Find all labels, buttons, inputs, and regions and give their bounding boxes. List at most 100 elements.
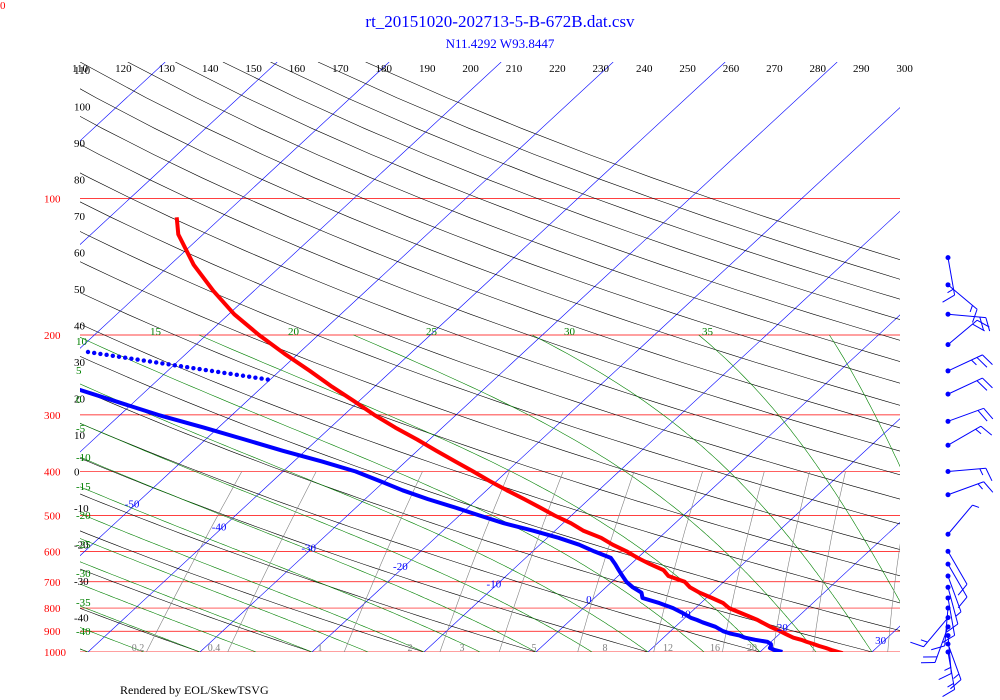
wind-barb-flag (955, 611, 962, 617)
wind-barb-staff (947, 407, 984, 422)
dry-adiabat-label: 20 (74, 394, 86, 406)
mixing-ratio-line (887, 543, 900, 652)
wind-barb-flag (969, 305, 973, 313)
top-scale-tick-label: 130 (159, 63, 176, 75)
top-scale-tick-label: 210 (506, 63, 523, 75)
pressure-tick-label: 600 (44, 546, 61, 558)
wind-barb-flag (985, 317, 991, 332)
dry-adiabat-line (80, 115, 900, 429)
isotherm-label: -50 (125, 498, 140, 510)
mixing-ratio-label: 20 (747, 643, 757, 654)
moist-adiabat-label: -35 (76, 597, 91, 609)
moist-adiabat-label: 0 (76, 394, 82, 406)
wind-barb-staff (947, 354, 983, 372)
wind-barb-staff (947, 575, 962, 612)
pressure-tick-label: 200 (44, 330, 61, 342)
pressure-tick-label: 100 (44, 194, 61, 206)
dewpoint-extension-dot (147, 359, 153, 364)
wind-barb-staff (947, 257, 956, 296)
dry-adiabat-line (80, 62, 900, 384)
mixing-ratio-line (812, 471, 846, 652)
wind-barb-flag (942, 688, 955, 698)
mixing-ratio-line (577, 471, 635, 652)
wind-barb (945, 481, 994, 498)
wind-barb-flag (979, 316, 985, 331)
wind-barb-flag (976, 357, 988, 368)
dry-adiabat-label: 60 (74, 248, 86, 260)
pressure-tick-label: 900 (44, 626, 61, 638)
wind-barb-flag (979, 468, 984, 476)
moist-adiabat-line (80, 538, 369, 652)
moist-adiabat-line (80, 486, 481, 652)
mixing-ratio-label: 1 (318, 643, 323, 654)
wind-barb-flag (953, 673, 960, 679)
wind-barb (945, 548, 968, 596)
wind-barb-staff (947, 313, 986, 319)
moist-adiabat-label: 35 (702, 326, 714, 338)
dry-adiabat-line (80, 172, 900, 476)
dewpoint-extension-dot (129, 356, 134, 361)
isotherm-line (871, 625, 900, 652)
dewpoint-extension-dot (228, 371, 233, 377)
dry-adiabat-line (80, 231, 900, 525)
moist-adiabat-line (698, 334, 900, 603)
moist-adiabat-line (80, 422, 593, 652)
dry-adiabat-line (80, 457, 649, 652)
dewpoint-extension-dot (141, 358, 146, 363)
wind-barb (942, 595, 956, 643)
top-scale-tick-label: 290 (853, 63, 870, 75)
dewpoint-extension-dot (135, 357, 140, 362)
isotherm-line (199, 62, 838, 652)
top-scale-tick-label: 180 (376, 63, 393, 75)
dewpoint-extension-dot (185, 365, 190, 370)
mixing-ratio-label: 12 (663, 643, 673, 654)
mixing-ratio-label: 0.4 (208, 643, 221, 654)
wind-barb-flag (977, 483, 983, 490)
moist-adiabat-label: 20 (288, 326, 300, 338)
mixing-ratio-label: 16 (710, 643, 720, 654)
dry-adiabat-line (127, 62, 900, 362)
isotherm-line (80, 62, 502, 453)
dry-adiabat-label: 40 (74, 321, 86, 333)
isotherm-label: 30 (875, 635, 887, 647)
wind-barb-staff (947, 481, 984, 496)
dry-adiabat-label: -20 (74, 540, 89, 552)
isotherm-label: 0 (586, 594, 592, 606)
wind-barb-flag (976, 319, 990, 328)
wind-barb-flag (976, 380, 988, 391)
wind-barb-staff (947, 319, 978, 346)
dry-adiabat-label: 30 (74, 357, 86, 369)
wind-barb-flag (983, 481, 994, 493)
wind-barb-flag (942, 294, 955, 303)
wind-barb-flag (983, 408, 994, 420)
moist-adiabat-label: -40 (76, 626, 91, 638)
wind-barb (945, 354, 993, 374)
wind-barb-staff (923, 617, 949, 648)
wind-barb-flag (971, 359, 977, 366)
dry-adiabat-line (80, 323, 900, 604)
dry-adiabat-label: 10 (74, 430, 86, 442)
mixing-ratio-label: 0.2 (132, 643, 145, 654)
wind-barb-flag (980, 425, 993, 436)
pressure-tick-label: 1000 (44, 647, 67, 659)
moist-adiabat-line (353, 334, 817, 652)
wind-barb-flag (931, 645, 945, 651)
dewpoint-extension-dot (216, 369, 221, 375)
dewpoint-extension-dot (222, 370, 227, 376)
moist-adiabat-line (198, 334, 761, 652)
isotherm-line (80, 62, 390, 349)
top-scale-tick-label: 140 (202, 63, 219, 75)
isotherm-label: -40 (212, 522, 227, 534)
dewpoint-extension-dot (259, 376, 264, 381)
dry-adiabat-label: 50 (74, 284, 86, 296)
wind-barb (910, 615, 951, 648)
top-scale-tick-label: 150 (245, 63, 262, 75)
dewpoint-extension-dot (209, 368, 215, 374)
wind-barb (945, 319, 990, 348)
pressure-tick-label: 700 (44, 577, 61, 589)
dewpoint-extension-dot (92, 350, 97, 356)
dry-adiabat-line (80, 355, 900, 631)
mixing-ratio-line (146, 471, 243, 652)
mixing-ratio-label: 2 (408, 643, 413, 654)
